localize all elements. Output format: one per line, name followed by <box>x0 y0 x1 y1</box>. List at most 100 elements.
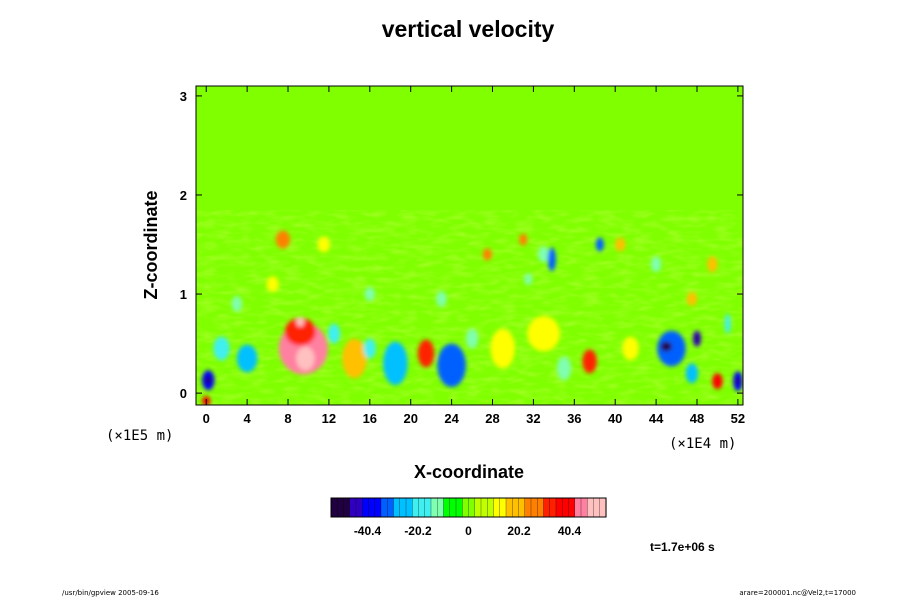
colorbar-cell <box>599 497 607 518</box>
x-tick-label: 36 <box>567 411 581 426</box>
colorbar-cell <box>437 497 445 518</box>
colorbar-cell <box>493 497 501 518</box>
heatmap-cell <box>695 335 699 342</box>
heatmap-cell <box>615 237 626 252</box>
heatmap-cell <box>296 346 315 371</box>
heatmap-cell <box>490 328 515 369</box>
x-axis-title: X-coordinate <box>414 462 524 482</box>
colorbar-cell <box>399 497 407 518</box>
colorbar-cell <box>424 497 432 518</box>
x-tick-label: 0 <box>203 411 210 426</box>
x-axis: 0 4 8 12 16 20 24 28 32 36 40 44 48 52 <box>203 86 745 426</box>
heatmap-cell <box>724 313 731 334</box>
x-tick-label: 44 <box>649 411 664 426</box>
heatmap-cell <box>556 356 572 381</box>
colorbar-cell <box>405 497 413 518</box>
heatmap-cell <box>236 344 258 373</box>
colorbar-tick-label: 40.4 <box>558 524 582 538</box>
heatmap-cell <box>275 230 291 249</box>
x-tick-label: 24 <box>444 411 459 426</box>
colorbar-cell <box>349 497 357 518</box>
colorbar-cell <box>368 497 376 518</box>
colorbar-tick-label: -40.4 <box>354 524 382 538</box>
colorbar-cell <box>543 497 551 518</box>
colorbar-cell <box>412 497 420 518</box>
colorbar-cell <box>512 497 520 518</box>
y-axis: 0 1 2 3 <box>180 89 743 401</box>
heatmap-cell <box>213 336 230 361</box>
heatmap-cell <box>327 323 341 344</box>
colorbar-cell <box>537 497 545 518</box>
x-tick-label: 20 <box>403 411 417 426</box>
heatmap-cell <box>685 363 699 384</box>
heatmap-cell <box>595 237 604 252</box>
colorbar-cell <box>549 497 557 518</box>
heatmap-cell <box>547 247 556 272</box>
colorbar-cell <box>355 497 363 518</box>
heatmap-cell <box>231 296 243 312</box>
heatmap-cell <box>712 373 723 390</box>
heatmap-cell <box>383 341 408 386</box>
time-label: t=1.7e+06 s <box>650 540 715 554</box>
chart-title: vertical velocity <box>381 16 555 42</box>
colorbar-cells <box>330 497 607 518</box>
colorbar-cell <box>499 497 507 518</box>
heatmap-cell <box>527 315 560 352</box>
x-tick-label: 48 <box>690 411 704 426</box>
colorbar-cell <box>393 497 401 518</box>
heatmap-cell <box>736 377 740 386</box>
colorbar-cell <box>524 497 532 518</box>
colorbar-cell <box>343 497 351 518</box>
x-tick-label: 12 <box>322 411 336 426</box>
colorbar-frame <box>330 497 607 518</box>
colorbar-cell <box>455 497 463 518</box>
colorbar-cell <box>449 497 457 518</box>
heatmap-field <box>196 86 743 405</box>
heatmap-cell <box>436 291 447 307</box>
x-tick-label: 32 <box>526 411 540 426</box>
y-tick-label: 2 <box>180 188 187 203</box>
colorbar-cell <box>574 497 582 518</box>
heatmap-cell <box>364 287 375 301</box>
heatmap-cell <box>622 336 639 361</box>
y-axis-unit: (×1E5 m) <box>106 428 173 444</box>
colorbar-cell <box>555 497 563 518</box>
colorbar-cell <box>468 497 476 518</box>
heatmap-cell <box>317 236 330 253</box>
colorbar-cell <box>505 497 513 518</box>
x-tick-label: 52 <box>731 411 745 426</box>
colorbar-cell <box>380 497 388 518</box>
heatmap-cell <box>524 273 533 286</box>
colorbar-cell <box>580 497 588 518</box>
plot-frame <box>195 85 744 406</box>
colorbar-cell <box>593 497 601 518</box>
colorbar-tick-label: 20.2 <box>507 524 531 538</box>
heatmap-cell <box>707 256 718 273</box>
heatmap-cell <box>686 292 697 306</box>
heatmap-cell <box>482 248 492 261</box>
y-tick-label: 1 <box>180 287 187 302</box>
heatmap-cell <box>417 339 435 368</box>
colorbar-cell <box>518 497 526 518</box>
colorbar-cell <box>562 497 570 518</box>
heatmap-cell <box>284 317 316 346</box>
x-tick-label: 40 <box>608 411 622 426</box>
colorbar-cell <box>443 497 451 518</box>
x-tick-label: 8 <box>284 411 291 426</box>
heatmap-cells <box>202 230 743 405</box>
y-tick-label: 3 <box>180 89 187 104</box>
y-tick-label: 0 <box>180 386 187 401</box>
heatmap-cell <box>205 376 211 385</box>
colorbar-cell <box>362 497 370 518</box>
footer-left: /usr/bin/gpview 2005-09-16 <box>62 589 159 597</box>
colorbar-cell <box>474 497 482 518</box>
colorbar-cell <box>587 497 595 518</box>
colorbar-cell <box>330 497 338 518</box>
heatmap-cell <box>582 349 597 374</box>
colorbar-cell <box>418 497 426 518</box>
colorbar-cell <box>487 497 495 518</box>
heatmap-cell <box>660 341 672 352</box>
colorbar-cell <box>462 497 470 518</box>
colorbar-cell <box>530 497 538 518</box>
